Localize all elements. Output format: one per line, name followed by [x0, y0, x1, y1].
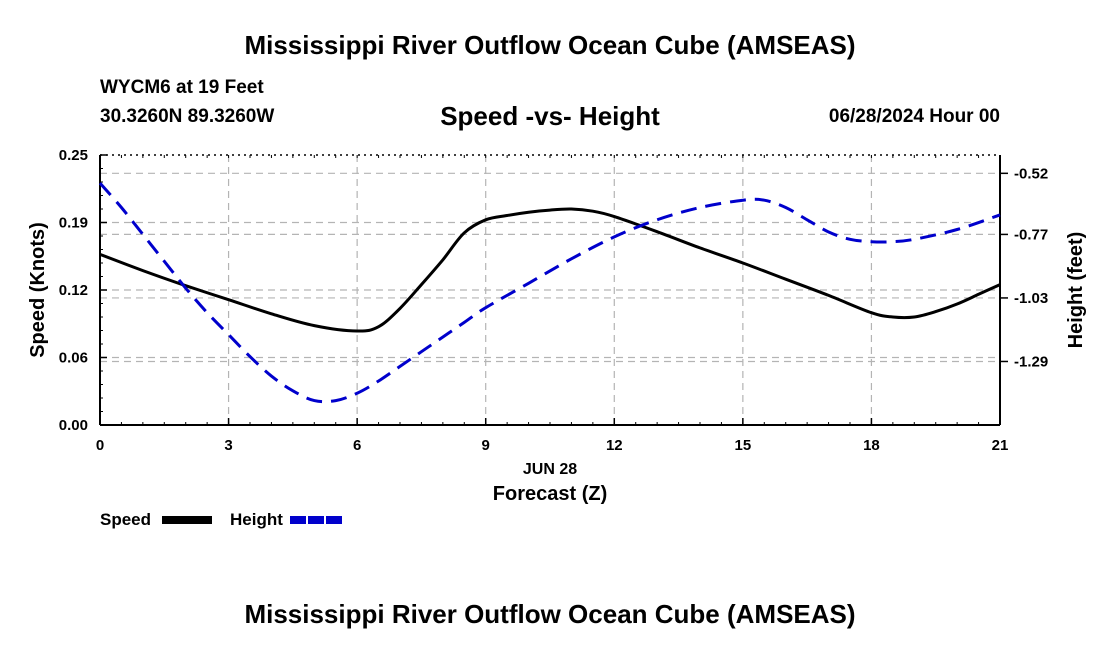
- chart-title: Mississippi River Outflow Ocean Cube (AM…: [244, 30, 856, 60]
- y-right-axis-title: Height (feet): [1065, 232, 1087, 349]
- x-tick-label: 6: [353, 437, 361, 454]
- legend-speed-label: Speed: [100, 510, 152, 529]
- speed-series-line: [99, 207, 1001, 333]
- y-left-tick-label: 0.06: [59, 350, 88, 367]
- legend-speed-swatch: [162, 516, 212, 524]
- x-tick-label: 0: [96, 437, 104, 454]
- legend-height-swatch: [290, 516, 342, 524]
- forecast-datetime: 06/28/2024 Hour 00: [828, 106, 1000, 127]
- y-right-tick-label: -0.77: [1014, 226, 1048, 243]
- y-right-tick-label: -0.52: [1014, 165, 1048, 182]
- y-right-tick-label: -1.29: [1014, 353, 1048, 370]
- x-tick-label: 12: [606, 437, 623, 454]
- x-tick-label: 3: [224, 437, 232, 454]
- y-left-tick-label: 0.12: [59, 282, 88, 299]
- x-tick-label: 15: [735, 437, 752, 454]
- chart-subtitle: Speed -vs- Height: [440, 101, 660, 131]
- x-tick-label: 18: [863, 437, 880, 454]
- x-axis-date-label: JUN 28: [523, 461, 577, 478]
- station-label: WYCM6 at 19 Feet: [100, 77, 264, 98]
- y-right-tick-label: -1.03: [1014, 290, 1048, 307]
- x-tick-label: 9: [482, 437, 490, 454]
- coordinates-label: 30.3260N 89.3260W: [100, 106, 275, 127]
- legend-height-label: Height: [230, 510, 283, 529]
- x-tick-label: 21: [992, 437, 1009, 454]
- y-left-tick-label: 0.19: [59, 215, 88, 232]
- height-series-line: [98, 182, 1001, 404]
- y-left-tick-label: 0.00: [59, 417, 88, 434]
- footer-title: Mississippi River Outflow Ocean Cube (AM…: [244, 599, 856, 629]
- y-left-tick-label: 0.25: [59, 147, 88, 164]
- x-axis-title: Forecast (Z): [493, 483, 607, 505]
- y-left-axis-title: Speed (Knots): [27, 222, 49, 358]
